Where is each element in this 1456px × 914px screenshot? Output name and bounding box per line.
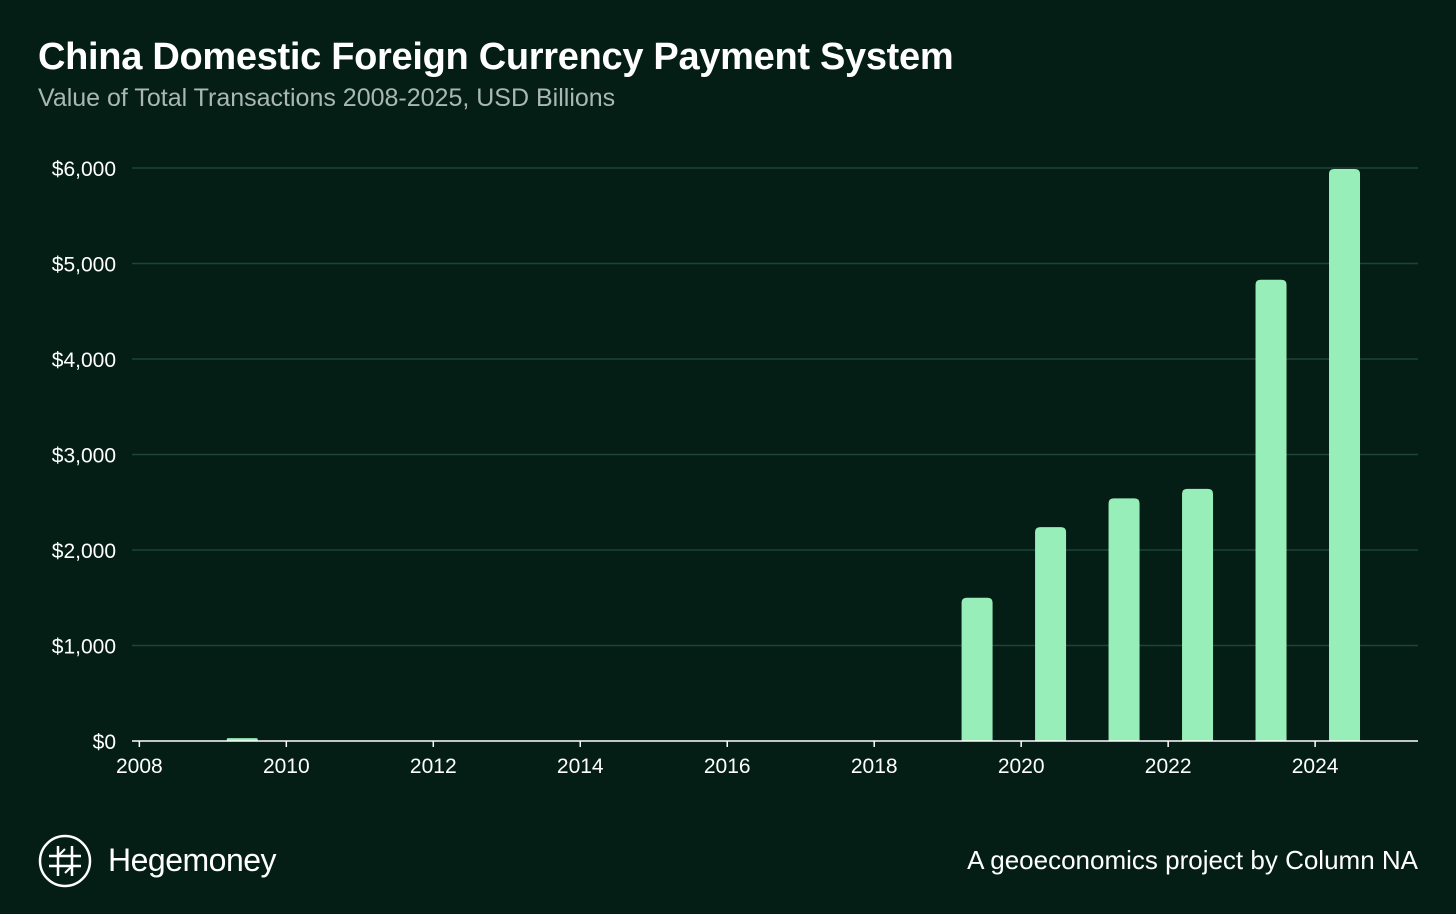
credit-text: A geoeconomics project by Column NA	[967, 845, 1418, 875]
brand-name: Hegemoney	[108, 842, 277, 878]
bar-2021	[1108, 498, 1140, 741]
x-tick-label: 2010	[263, 755, 310, 778]
bar-2019	[961, 597, 993, 741]
x-tick-label: 2008	[116, 755, 163, 778]
y-tick-label: $6,000	[52, 158, 116, 181]
bar-2023	[1255, 279, 1287, 741]
y-tick-label: $0	[93, 731, 116, 754]
hegemoney-logo-icon	[38, 834, 92, 888]
y-tick-label: $4,000	[52, 349, 116, 372]
y-tick-label: $3,000	[52, 445, 116, 468]
x-tick-label: 2014	[557, 755, 604, 778]
x-tick-label: 2020	[998, 755, 1045, 778]
x-tick-label: 2018	[851, 755, 898, 778]
y-tick-label: $1,000	[52, 636, 116, 659]
chart-title: China Domestic Foreign Currency Payment …	[38, 36, 954, 78]
y-tick-label: $5,000	[52, 254, 116, 277]
x-tick-label: 2022	[1145, 755, 1192, 778]
x-tick-label: 2016	[704, 755, 751, 778]
x-tick-label: 2024	[1292, 755, 1339, 778]
x-tick-label: 2012	[410, 755, 457, 778]
bar-2022	[1182, 488, 1214, 741]
bar-2024	[1329, 168, 1361, 741]
chart-subtitle: Value of Total Transactions 2008-2025, U…	[38, 84, 616, 112]
bar-2020	[1035, 527, 1067, 741]
y-tick-label: $2,000	[52, 540, 116, 563]
